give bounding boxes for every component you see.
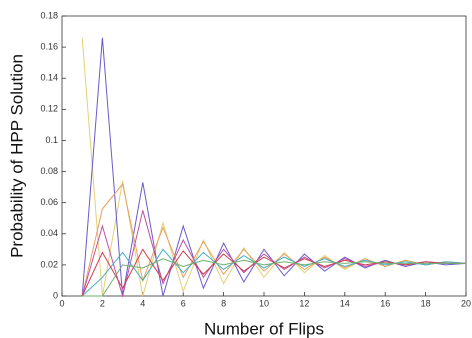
x-tick-label: 0 (59, 298, 64, 308)
series-line (81, 37, 467, 297)
x-tick-label: 2 (100, 298, 105, 308)
x-tick-label: 6 (181, 298, 186, 308)
y-tick-label: 0.16 (40, 41, 58, 51)
y-axis-title: Probability of HPP Solution (7, 54, 26, 258)
y-tick-label: 0 (53, 290, 58, 300)
y-tick-label: 0.02 (40, 259, 58, 269)
x-tick-label: 4 (140, 298, 145, 308)
series-line (81, 210, 466, 298)
x-tick-label: 12 (299, 298, 309, 308)
x-tick-label: 8 (221, 298, 226, 308)
series-line (81, 248, 467, 297)
series-line (81, 248, 466, 297)
y-tick-label: 0.08 (40, 166, 58, 176)
y-tick-label: 0.06 (40, 197, 58, 207)
y-tick-label: 0.1 (45, 135, 58, 145)
x-tick-label: 14 (340, 298, 350, 308)
y-tick-label: 0.12 (40, 104, 58, 114)
series-line (81, 37, 467, 297)
y-tick-label: 0.14 (40, 73, 58, 83)
y-tick-label: 0.04 (40, 228, 58, 238)
x-tick-label: 18 (421, 298, 431, 308)
x-tick-label: 20 (461, 298, 471, 308)
x-axis-title: Number of Flips (204, 319, 324, 338)
series-line (82, 258, 466, 297)
x-tick-label: 16 (380, 298, 390, 308)
y-tick-label: 0.18 (40, 10, 58, 20)
x-tick-label: 10 (259, 298, 269, 308)
